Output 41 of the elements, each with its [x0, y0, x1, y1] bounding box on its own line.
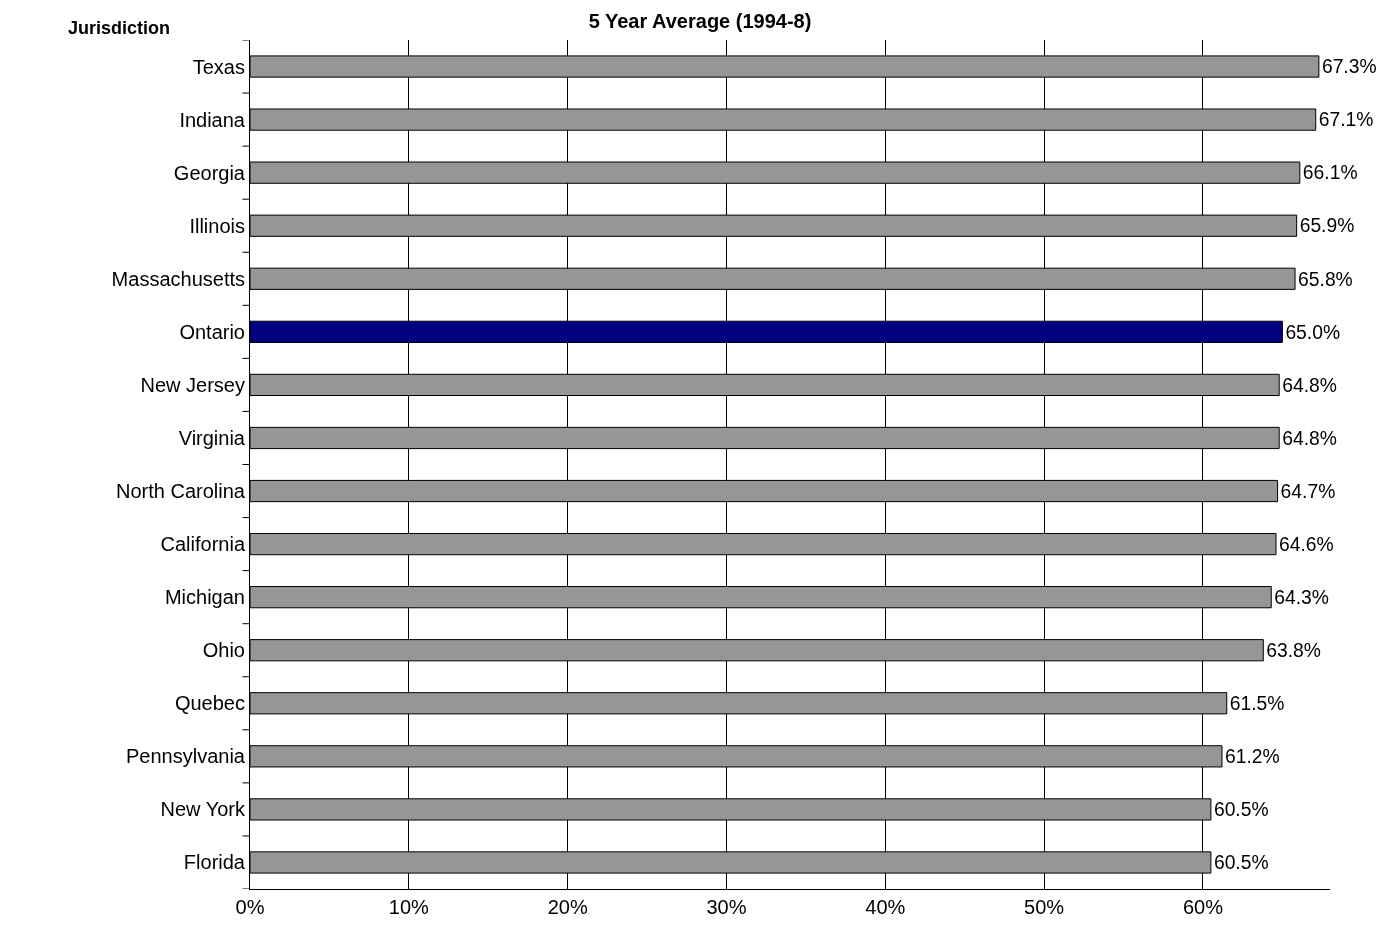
data-label: 60.5%	[1213, 799, 1269, 821]
data-label: 65.0%	[1285, 321, 1341, 343]
x-tick-label: 60%	[1182, 896, 1224, 918]
y-tick-label: North Carolina	[116, 480, 246, 503]
data-label: 67.3%	[1321, 56, 1377, 78]
y-tick-label: Ohio	[202, 639, 245, 662]
y-tick-label: Virginia	[178, 426, 246, 449]
data-label: 67.1%	[1318, 109, 1374, 131]
y-tick-label: Michigan	[164, 586, 245, 609]
data-label: 64.7%	[1280, 480, 1336, 502]
y-tick-label: Illinois	[189, 214, 245, 237]
x-tick-label: 40%	[865, 896, 906, 918]
y-tick-label: California	[160, 533, 246, 556]
y-tick-label: Florida	[183, 851, 246, 874]
y-tick-label: Ontario	[179, 320, 245, 343]
y-tick-label: Texas	[192, 55, 245, 78]
data-label: 61.2%	[1225, 746, 1280, 768]
data-label: 66.1%	[1302, 162, 1358, 184]
x-tick-label: 50%	[1024, 896, 1065, 918]
y-axis-title: Jurisdiction	[68, 18, 171, 38]
x-tick-label: 10%	[388, 896, 430, 918]
data-label: 64.6%	[1279, 533, 1334, 555]
x-tick-label: 30%	[706, 896, 747, 918]
x-tick-label: 0%	[235, 896, 265, 918]
y-tick-label: New York	[160, 798, 246, 821]
data-label: 65.8%	[1298, 268, 1353, 290]
y-tick-label: Quebec	[174, 692, 245, 715]
data-label: 63.8%	[1266, 639, 1321, 661]
y-tick-label: Georgia	[173, 161, 246, 184]
chart-title: 5 Year Average (1994-8)	[588, 10, 812, 33]
data-label: 60.5%	[1213, 852, 1269, 874]
y-tick-label: New Jersey	[140, 373, 245, 396]
y-tick-label: Massachusetts	[111, 267, 245, 290]
y-tick-label: Indiana	[179, 108, 246, 131]
y-tick-label: Pennsylvania	[126, 745, 246, 768]
data-label: 64.8%	[1282, 427, 1337, 449]
x-tick-label: 20%	[547, 896, 588, 918]
data-label: 61.5%	[1229, 693, 1285, 715]
data-label: 65.9%	[1299, 215, 1355, 237]
data-label: 64.3%	[1274, 586, 1329, 608]
data-label: 64.8%	[1282, 374, 1337, 396]
